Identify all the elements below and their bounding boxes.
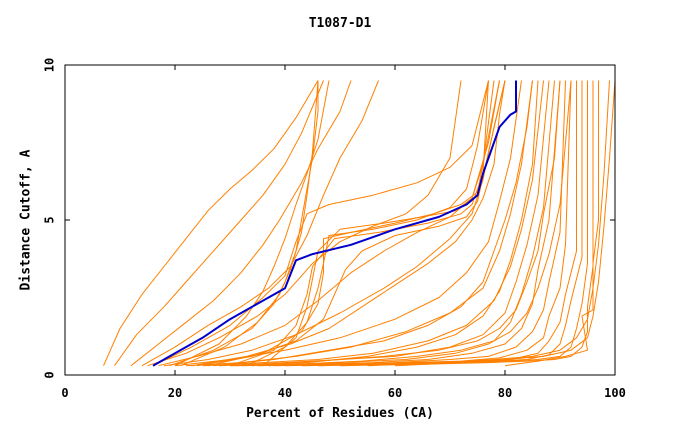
series-line-0 — [103, 80, 319, 366]
series-line-9 — [202, 80, 544, 367]
series-line-29 — [367, 80, 610, 367]
series-line-27 — [213, 80, 533, 367]
series-line-31 — [504, 80, 599, 367]
x-tick-label: 40 — [278, 386, 292, 400]
series-line-35 — [191, 80, 506, 367]
x-tick-label: 100 — [604, 386, 626, 400]
series-line-4 — [147, 80, 462, 367]
chart-title: T1087-D1 — [308, 16, 372, 31]
x-tick-label: 80 — [498, 386, 512, 400]
series-line-6 — [163, 80, 506, 367]
series-line-32 — [251, 80, 561, 367]
series-line-11 — [229, 80, 555, 367]
series-line-26 — [174, 80, 330, 367]
series-line-30 — [394, 80, 616, 367]
y-tick-label: 0 — [43, 371, 57, 378]
series-line-3 — [141, 80, 379, 367]
series-line-15 — [284, 80, 577, 367]
series-layer — [103, 80, 616, 367]
series-line-24 — [169, 80, 319, 367]
y-axis-ticks: 0 5 10 — [43, 58, 615, 379]
highlight-series-line — [152, 80, 517, 367]
series-line-19 — [196, 80, 506, 367]
x-tick-label: 20 — [168, 386, 182, 400]
series-line-28 — [235, 80, 539, 367]
series-line-25 — [180, 80, 319, 367]
series-line-34 — [152, 80, 489, 367]
x-tick-label: 60 — [388, 386, 402, 400]
x-tick-label: 0 — [61, 386, 68, 400]
y-axis-label: Distance Cutoff, A — [18, 149, 34, 291]
x-axis-label: Percent of Residues (CA) — [246, 406, 434, 421]
series-line-20 — [207, 80, 500, 367]
x-axis-ticks: 0 20 40 60 80 100 — [61, 65, 626, 400]
y-tick-label: 5 — [43, 216, 57, 223]
series-line-1 — [114, 80, 324, 366]
series-line-22 — [262, 80, 495, 367]
highlight-layer — [152, 80, 517, 367]
series-line-33 — [268, 80, 572, 367]
y-tick-label: 10 — [43, 58, 57, 72]
series-line-2 — [130, 80, 352, 367]
series-line-18 — [339, 80, 594, 367]
series-line-21 — [246, 80, 489, 367]
